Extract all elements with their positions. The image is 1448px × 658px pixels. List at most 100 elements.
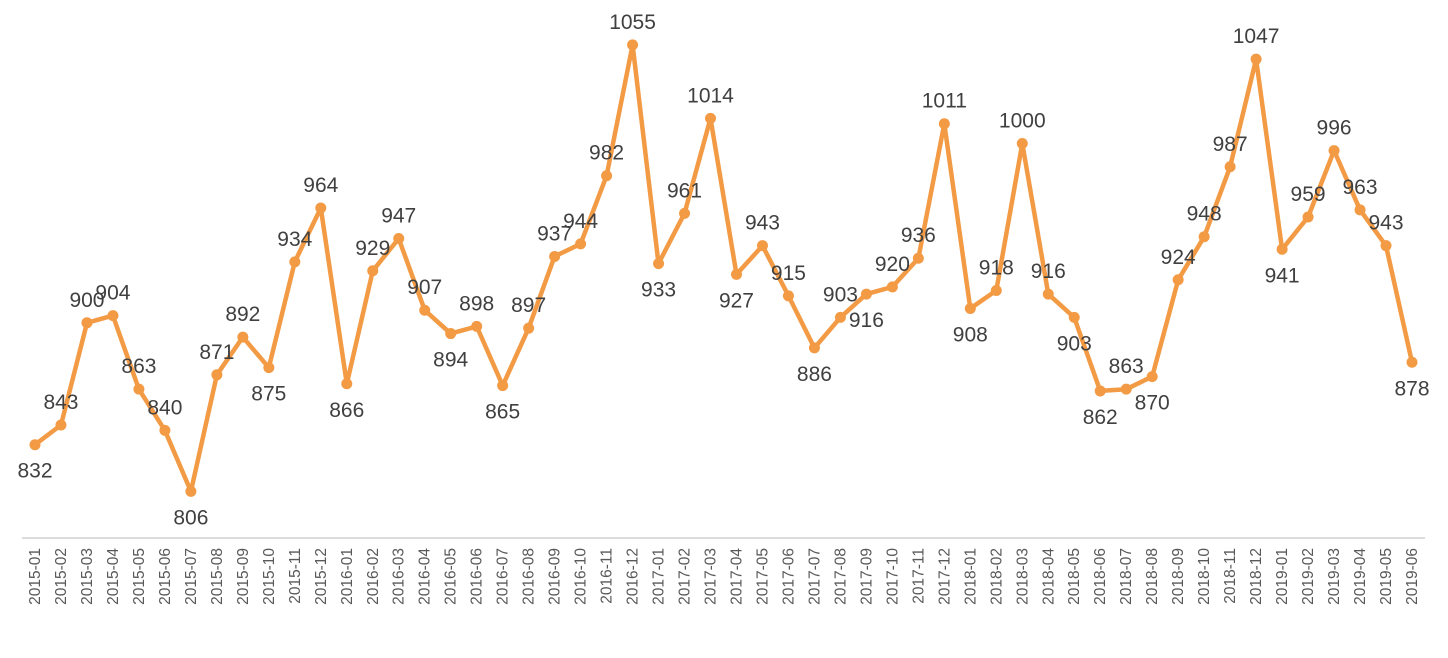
x-tick-label: 2018-11: [1222, 548, 1239, 604]
x-tick-label: 2018-05: [1066, 548, 1083, 605]
data-point: [523, 322, 535, 334]
data-label: 1011: [922, 90, 967, 113]
data-point: [471, 320, 483, 332]
data-point: [1068, 311, 1080, 323]
data-label: 916: [849, 309, 884, 332]
x-tick-label: 2015-04: [105, 548, 122, 605]
data-label: 936: [901, 224, 936, 247]
data-label: 908: [953, 323, 988, 346]
data-label: 904: [95, 282, 130, 305]
data-label: 929: [355, 237, 390, 260]
data-label: 961: [667, 179, 702, 202]
data-label: 843: [43, 391, 78, 414]
x-tick-label: 2016-09: [547, 548, 564, 605]
data-label: 898: [459, 292, 494, 315]
data-point: [705, 112, 717, 124]
x-tick-label: 2017-03: [703, 548, 720, 605]
data-label: 866: [329, 399, 364, 422]
x-tick-label: 2018-01: [962, 548, 979, 605]
data-point: [289, 256, 301, 268]
data-point: [445, 328, 457, 340]
data-point: [938, 118, 950, 130]
data-label: 959: [1291, 183, 1326, 206]
data-point: [834, 311, 846, 323]
data-point: [1406, 356, 1418, 368]
data-label: 875: [251, 383, 286, 406]
x-tick-label: 2016-12: [625, 548, 642, 605]
x-tick-label: 2015-09: [235, 548, 252, 605]
x-tick-label: 2019-01: [1274, 548, 1291, 605]
x-tick-label: 2015-06: [157, 548, 174, 605]
data-label: 934: [277, 228, 312, 251]
x-tick-label: 2018-12: [1248, 548, 1265, 605]
x-tick-label: 2017-11: [910, 548, 927, 604]
data-label: 832: [17, 460, 52, 483]
data-point: [1120, 383, 1132, 395]
x-tick-label: 2017-12: [936, 548, 953, 605]
x-tick-label: 2018-06: [1092, 548, 1109, 605]
data-label: 1055: [609, 11, 656, 34]
x-tick-label: 2017-06: [780, 548, 797, 605]
data-point: [808, 342, 820, 354]
data-label: 907: [407, 276, 442, 299]
data-point: [55, 419, 67, 431]
data-label: 903: [1057, 332, 1092, 355]
x-tick-label: 2018-10: [1196, 548, 1213, 605]
x-tick-label: 2016-01: [339, 548, 356, 605]
x-tick-label: 2019-03: [1326, 548, 1343, 605]
x-tick-label: 2017-04: [728, 548, 745, 605]
x-tick-label: 2015-07: [183, 548, 200, 605]
data-label: 996: [1317, 117, 1352, 140]
x-tick-label: 2015-03: [79, 548, 96, 605]
data-label: 903: [823, 283, 858, 306]
data-label: 916: [1031, 260, 1066, 283]
x-tick-label: 2018-02: [988, 548, 1005, 605]
data-label: 871: [199, 341, 234, 364]
data-label: 1014: [687, 84, 734, 107]
data-point: [133, 383, 145, 395]
data-label: 1047: [1233, 25, 1280, 48]
x-tick-label: 2018-04: [1040, 548, 1057, 605]
data-label: 948: [1187, 203, 1222, 226]
x-tick-label: 2019-02: [1300, 548, 1317, 605]
data-point: [1224, 161, 1236, 173]
data-point: [549, 250, 561, 262]
data-point: [497, 380, 509, 392]
data-point: [1094, 385, 1106, 397]
data-label: 927: [719, 289, 754, 312]
data-point: [627, 39, 639, 51]
data-label: 943: [1368, 212, 1403, 235]
data-point: [367, 265, 379, 277]
series-line: [33, 42, 1415, 494]
data-label: 924: [1161, 246, 1196, 269]
x-tick-label: 2016-06: [469, 548, 486, 605]
data-point: [886, 281, 898, 293]
data-point: [211, 369, 223, 381]
data-point: [782, 290, 794, 302]
data-label: 937: [537, 222, 572, 245]
data-label: 920: [875, 253, 910, 276]
data-point: [1198, 231, 1210, 243]
x-tick-label: 2015-11: [287, 548, 304, 604]
x-tick-label: 2016-11: [599, 548, 616, 604]
data-label: 1000: [999, 109, 1046, 132]
x-tick-label: 2016-03: [391, 548, 408, 605]
x-tick-label: 2016-08: [521, 548, 538, 605]
data-point: [263, 362, 275, 374]
x-tick-label: 2016-07: [495, 548, 512, 605]
data-point: [730, 268, 742, 280]
x-tick-label: 2015-10: [261, 548, 278, 605]
data-label: 863: [1109, 355, 1144, 378]
data-label: 915: [771, 262, 806, 285]
x-tick-label: 2017-05: [754, 548, 771, 605]
data-label: 944: [563, 210, 598, 233]
x-tick-label: 2016-02: [365, 548, 382, 605]
data-point: [1276, 243, 1288, 255]
data-point: [575, 238, 587, 250]
data-point: [1380, 240, 1392, 252]
data-label: 918: [979, 257, 1014, 280]
data-label: 947: [381, 205, 416, 228]
x-tick-label: 2015-01: [27, 548, 44, 605]
data-point: [81, 317, 93, 329]
